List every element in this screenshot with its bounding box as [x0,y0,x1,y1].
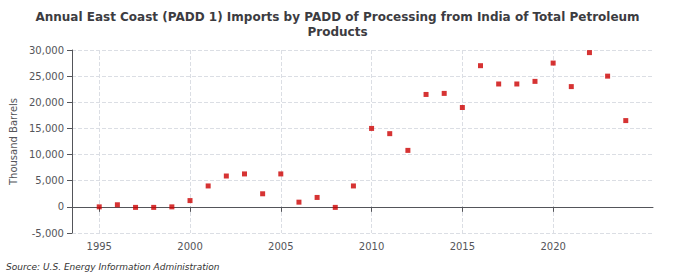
svg-text:0: 0 [58,201,64,212]
svg-text:-5,000: -5,000 [32,228,64,239]
svg-text:2005: 2005 [268,241,293,252]
svg-text:Products: Products [307,25,367,39]
svg-text:20,000: 20,000 [29,97,64,108]
svg-text:25,000: 25,000 [29,71,64,82]
svg-text:Thousand Barrels: Thousand Barrels [8,98,19,186]
svg-text:2020: 2020 [540,241,565,252]
svg-text:1995: 1995 [87,241,112,252]
svg-text:5,000: 5,000 [35,175,64,186]
svg-text:15,000: 15,000 [29,123,64,134]
svg-text:30,000: 30,000 [29,45,64,56]
svg-text:10,000: 10,000 [29,149,64,160]
svg-text:Source: U.S. Energy Informatio: Source: U.S. Energy Information Administ… [6,262,220,272]
svg-text:Annual East Coast (PADD 1) Imp: Annual East Coast (PADD 1) Imports by PA… [35,10,639,24]
svg-text:2015: 2015 [450,241,475,252]
svg-text:2000: 2000 [177,241,202,252]
svg-text:2010: 2010 [359,241,384,252]
